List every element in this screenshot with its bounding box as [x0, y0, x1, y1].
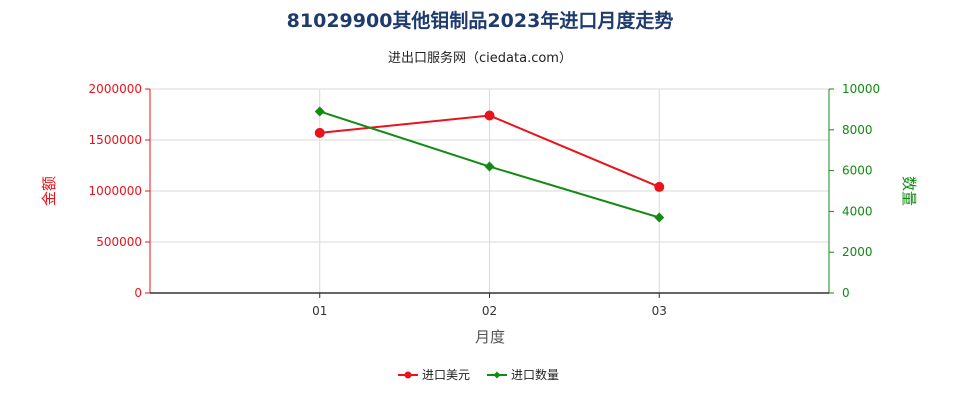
data-point-marker	[654, 181, 665, 192]
data-point-marker	[654, 212, 665, 223]
right-y-tick-label: 6000	[842, 164, 873, 178]
left-y-tick-label: 2000000	[89, 82, 142, 96]
axes: 0 500000 1000000 1500000 2000000 01 02 03 0 2000 4…	[89, 82, 881, 318]
left-y-tick-label: 1000000	[89, 184, 142, 198]
legend-swatch-marker	[404, 371, 412, 379]
x-tick-label: 01	[312, 304, 327, 318]
x-axis-title: 月度	[475, 328, 505, 346]
right-y-axis-title: 数量	[900, 176, 918, 206]
data-point-marker	[484, 110, 495, 121]
left-y-tick-label: 1500000	[89, 133, 142, 147]
chart-title: 81029900其他钼制品2023年进口月度走势	[287, 9, 674, 32]
data-point-marker	[484, 161, 495, 172]
x-tick-label: 02	[482, 304, 497, 318]
data-point-marker	[314, 127, 325, 138]
legend-swatch-marker	[493, 371, 501, 379]
x-tick-label: 03	[652, 304, 667, 318]
right-y-tick-label: 4000	[842, 204, 873, 218]
series-group	[314, 106, 665, 223]
legend-label: 进口美元	[422, 368, 470, 382]
right-y-tick-label: 0	[842, 286, 850, 300]
chart-subtitle: 进出口服务网（ciedata.com）	[388, 50, 572, 66]
right-y-tick-label: 2000	[842, 245, 873, 259]
data-point-marker	[314, 106, 325, 117]
right-y-tick-label: 8000	[842, 123, 873, 137]
right-y-tick-label: 10000	[842, 82, 880, 96]
left-y-axis-title: 金额	[40, 176, 58, 206]
left-y-tick-label: 0	[134, 286, 142, 300]
legend: 进口美元 进口数量	[398, 367, 559, 382]
grid	[150, 88, 829, 293]
legend-label: 进口数量	[511, 367, 559, 382]
left-y-tick-label: 500000	[96, 235, 142, 249]
